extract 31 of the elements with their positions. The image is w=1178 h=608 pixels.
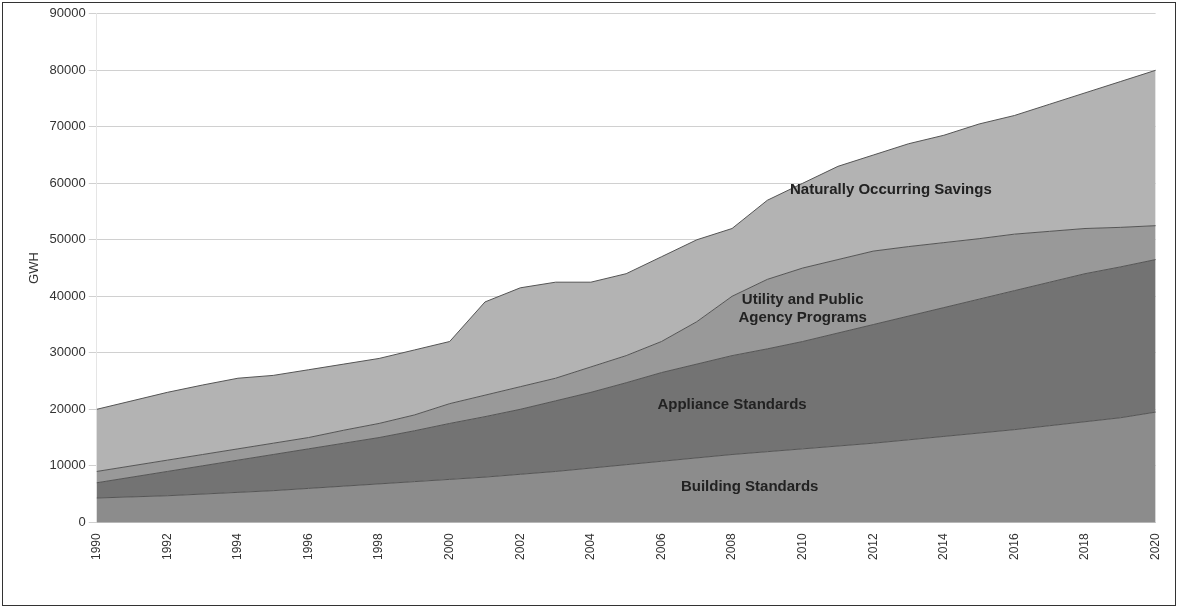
x-tick-label: 1990	[89, 532, 104, 561]
y-tick-label: 60000	[49, 174, 86, 190]
x-tick-label: 1998	[371, 532, 386, 561]
series-label: Appliance Standards	[657, 395, 807, 413]
x-tick-label: 1996	[300, 532, 315, 561]
x-tick-label: 2010	[794, 532, 809, 561]
series-label: Building Standards	[680, 477, 819, 495]
y-tick-label: 10000	[49, 457, 86, 473]
x-tick-label: 2008	[724, 532, 739, 561]
y-tick-label: 20000	[49, 400, 86, 416]
x-tick-label: 1994	[230, 532, 245, 561]
y-tick-label: 70000	[49, 118, 86, 134]
series-label: Naturally Occurring Savings	[790, 180, 992, 198]
x-tick-label: 2002	[512, 532, 527, 561]
x-tick-label: 1992	[159, 532, 174, 561]
y-tick-label: 50000	[49, 231, 86, 247]
y-tick-label: 80000	[49, 61, 86, 77]
y-tick-label: 90000	[49, 5, 86, 21]
x-tick-label: 2014	[936, 532, 951, 561]
series-label: Utility and Public Agency Programs	[738, 289, 867, 325]
x-tick-label: 2006	[653, 532, 668, 561]
y-axis-title: GWH	[26, 252, 42, 284]
y-tick-label: 0	[78, 513, 86, 529]
x-tick-label: 2020	[1147, 532, 1162, 561]
x-tick-label: 2018	[1077, 532, 1092, 561]
x-tick-label: 2012	[865, 532, 880, 561]
y-tick-label: 30000	[49, 344, 86, 360]
x-tick-label: 2000	[442, 532, 457, 561]
x-tick-label: 2016	[1006, 532, 1021, 561]
x-tick-label: 2004	[583, 532, 598, 561]
y-tick-label: 40000	[49, 287, 86, 303]
